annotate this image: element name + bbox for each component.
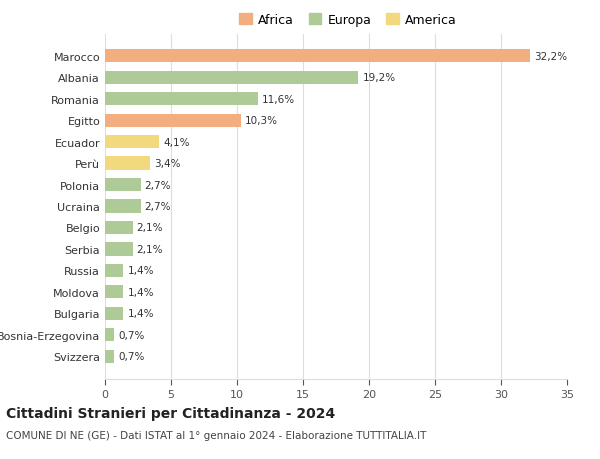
Bar bbox=[105, 200, 140, 213]
Text: 1,4%: 1,4% bbox=[127, 266, 154, 276]
Bar bbox=[105, 307, 124, 320]
Bar bbox=[105, 328, 114, 341]
Text: 4,1%: 4,1% bbox=[163, 137, 190, 147]
Text: 10,3%: 10,3% bbox=[245, 116, 278, 126]
Text: 0,7%: 0,7% bbox=[118, 330, 145, 340]
Bar bbox=[105, 179, 140, 192]
Bar bbox=[105, 50, 530, 63]
Legend: Africa, Europa, America: Africa, Europa, America bbox=[234, 9, 462, 32]
Bar bbox=[105, 93, 258, 106]
Text: 2,7%: 2,7% bbox=[145, 180, 171, 190]
Bar bbox=[105, 350, 114, 363]
Text: 1,4%: 1,4% bbox=[127, 287, 154, 297]
Bar bbox=[105, 114, 241, 128]
Bar bbox=[105, 157, 150, 170]
Text: 2,7%: 2,7% bbox=[145, 202, 171, 212]
Text: 1,4%: 1,4% bbox=[127, 308, 154, 319]
Text: 19,2%: 19,2% bbox=[362, 73, 395, 83]
Text: 32,2%: 32,2% bbox=[534, 52, 567, 62]
Text: 2,1%: 2,1% bbox=[137, 244, 163, 254]
Text: 2,1%: 2,1% bbox=[137, 223, 163, 233]
Text: Cittadini Stranieri per Cittadinanza - 2024: Cittadini Stranieri per Cittadinanza - 2… bbox=[6, 406, 335, 420]
Bar bbox=[105, 264, 124, 277]
Bar bbox=[105, 136, 159, 149]
Text: 0,7%: 0,7% bbox=[118, 352, 145, 361]
Bar bbox=[105, 243, 133, 256]
Bar bbox=[105, 221, 133, 235]
Bar bbox=[105, 72, 358, 85]
Bar bbox=[105, 285, 124, 299]
Text: COMUNE DI NE (GE) - Dati ISTAT al 1° gennaio 2024 - Elaborazione TUTTITALIA.IT: COMUNE DI NE (GE) - Dati ISTAT al 1° gen… bbox=[6, 431, 427, 441]
Text: 3,4%: 3,4% bbox=[154, 159, 181, 169]
Text: 11,6%: 11,6% bbox=[262, 95, 295, 105]
